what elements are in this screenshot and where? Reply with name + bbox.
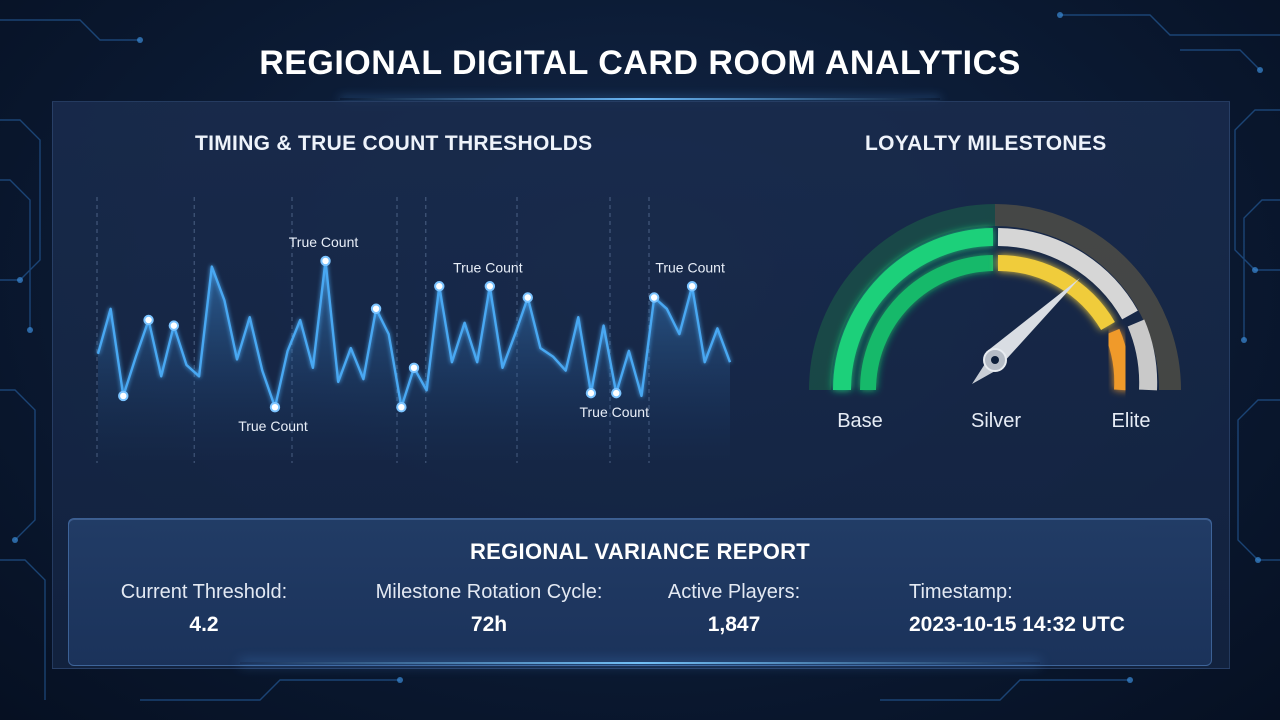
true-count-annotation: True Count: [579, 404, 649, 420]
stat-label: Timestamp:: [909, 581, 1013, 603]
variance-report-panel: REGIONAL VARIANCE REPORT Current Thresho…: [68, 518, 1212, 666]
stat-value: 72h: [470, 613, 508, 636]
true-count-area-chart: True Count True Count True Count True Count…: [96, 197, 732, 463]
timing-chart-title: TIMING & TRUE COUNT THRESHOLDS: [195, 132, 593, 155]
data-point: [118, 390, 129, 402]
stat-active-players: Active Players: 1,847: [649, 581, 819, 637]
stat-timestamp: Timestamp: 2023-10-15 14:32 UTC: [909, 581, 1169, 637]
stat-value: 4.2: [189, 613, 219, 636]
stat-current-threshold: Current Threshold: 4.2: [89, 581, 319, 637]
data-point: [585, 387, 597, 399]
data-point: [522, 292, 533, 303]
gauge-base-arc-outer: [833, 228, 994, 391]
true-count-annotation: True Count: [655, 259, 725, 275]
data-point: [648, 292, 660, 303]
data-point: [396, 401, 407, 413]
gauge-label-base: Base: [837, 410, 883, 432]
stat-value: 1,847: [707, 613, 761, 636]
stat-milestone-rotation-cycle: Milestone Rotation Cycle: 72h: [344, 581, 634, 637]
true-count-annotation: True Count: [238, 418, 308, 434]
gauge-outer-band-left: [809, 204, 996, 391]
stat-label: Active Players:: [667, 581, 801, 603]
gauge-outer-band-right: [994, 204, 1181, 391]
variance-report-title: REGIONAL VARIANCE REPORT: [469, 539, 811, 564]
data-point: [168, 320, 180, 331]
true-count-annotation: True Count: [289, 234, 359, 250]
gauge-needle: [972, 278, 1080, 384]
loyalty-gauge-title: LOYALTY MILESTONES: [865, 132, 1107, 155]
stat-label: Milestone Rotation Cycle:: [375, 581, 603, 603]
gauge-silver-arc-outer: [997, 228, 1138, 320]
page-title: REGIONAL DIGITAL CARD ROOM ANALYTICS: [259, 44, 1021, 82]
series-area: [98, 260, 730, 460]
data-point: [269, 401, 281, 413]
data-point: [686, 281, 698, 292]
data-point: [370, 303, 382, 314]
data-point: [611, 387, 622, 399]
gauge-elite-arc-outer: [1127, 319, 1158, 391]
data-point: [143, 314, 154, 326]
gauge-label-elite: Elite: [1111, 410, 1151, 432]
data-point: [320, 255, 331, 267]
data-point: [408, 362, 420, 374]
gauge-label-silver: Silver: [970, 410, 1021, 432]
data-point: [434, 281, 445, 292]
stat-value: 2023-10-15 14:32 UTC: [909, 613, 1125, 636]
gauge-silver-arc-inner: [997, 254, 1115, 331]
stat-label: Current Threshold:: [120, 581, 288, 603]
title-underline-glow: [340, 98, 940, 100]
true-count-annotation: True Count: [453, 259, 523, 275]
gauge-base-arc-inner: [860, 255, 994, 391]
gauge-elite-arc-inner: [1104, 328, 1131, 391]
report-underline-glow: [240, 662, 1040, 664]
loyalty-milestone-gauge: [809, 204, 1181, 391]
data-point: [484, 281, 496, 292]
